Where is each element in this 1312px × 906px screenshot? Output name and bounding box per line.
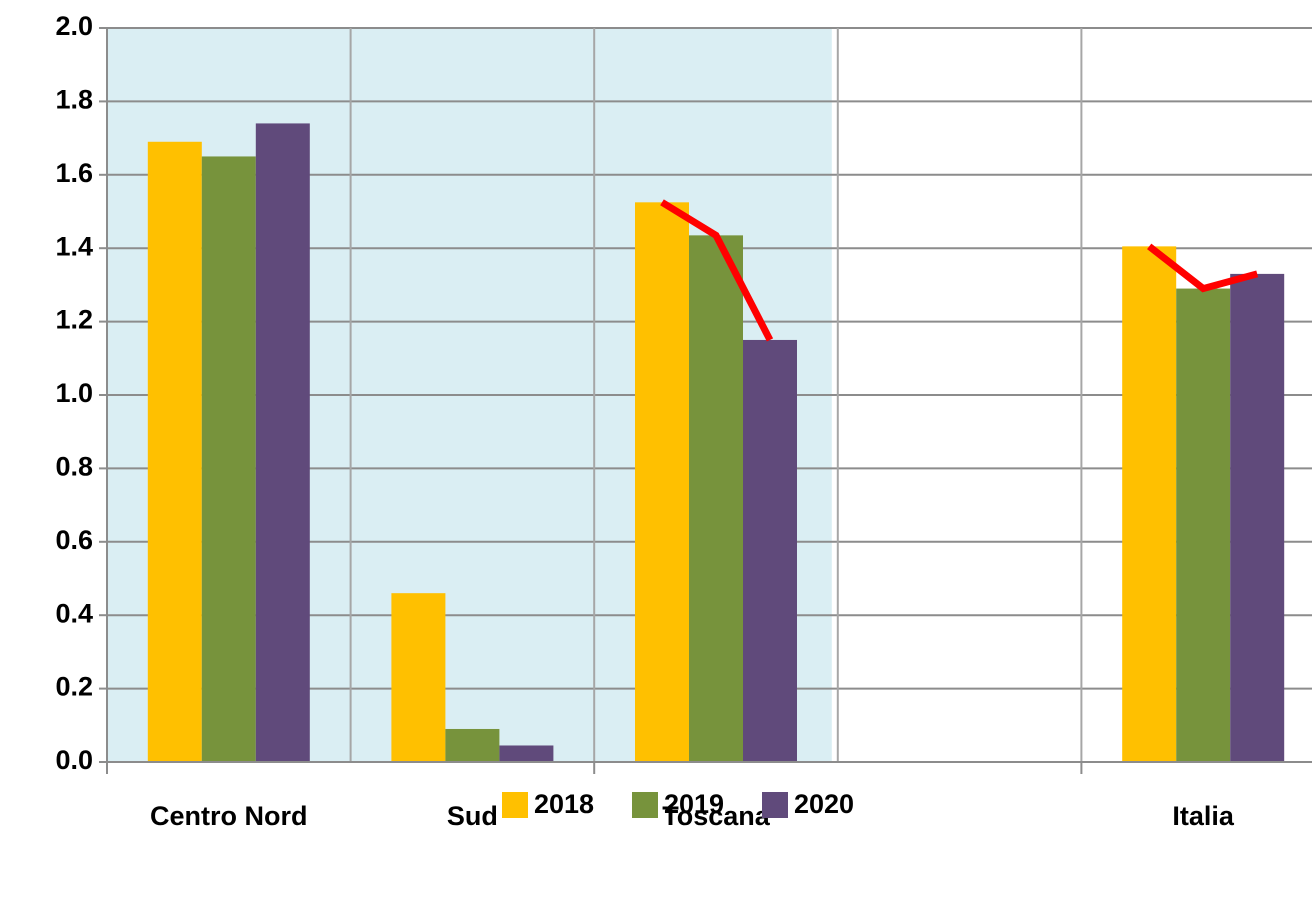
bar	[499, 745, 554, 762]
y-tick-label: 1.0	[55, 378, 93, 408]
bar	[1230, 273, 1285, 762]
bar	[147, 141, 202, 762]
bar	[689, 235, 743, 763]
y-tick-label: 2.0	[55, 11, 93, 41]
bar	[635, 202, 689, 762]
bar	[201, 156, 256, 762]
y-tick-label: 0.8	[55, 452, 93, 482]
bar	[445, 728, 500, 762]
y-tick-label: 0.2	[55, 672, 93, 702]
y-tick-label: 0.4	[55, 598, 93, 628]
legend-label: 2020	[794, 789, 854, 819]
bar	[391, 593, 446, 762]
bar	[743, 339, 797, 762]
bar	[1176, 288, 1231, 762]
highlight-line	[1147, 243, 1259, 293]
y-tick-label: 0.6	[55, 525, 93, 555]
x-tick-label: Centro Nord	[150, 801, 308, 831]
y-tick-label: 1.2	[55, 305, 93, 335]
y-tick-label: 1.6	[55, 158, 93, 188]
legend-swatch	[502, 792, 528, 818]
x-tick-label: Sud	[447, 801, 498, 831]
legend-swatch	[762, 792, 788, 818]
x-tick-label: Italia	[1172, 801, 1235, 831]
x-tick-label: Toscana	[662, 801, 771, 831]
y-tick-label: 1.8	[55, 85, 93, 115]
highlight-line	[660, 199, 774, 342]
bar	[255, 123, 310, 763]
bar	[1122, 246, 1177, 763]
y-tick-label: 0.0	[55, 745, 93, 775]
legend-swatch	[632, 792, 658, 818]
y-tick-label: 1.4	[55, 231, 93, 261]
legend-label: 2018	[534, 789, 594, 819]
legend-label: 2019	[664, 789, 724, 819]
